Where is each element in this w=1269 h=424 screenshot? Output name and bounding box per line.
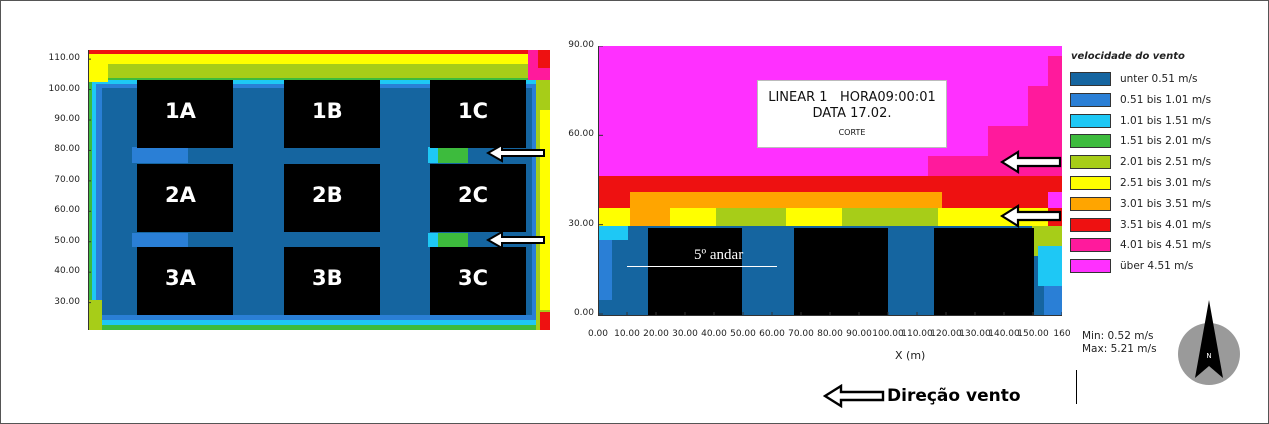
legend-label: 4.01 bis 4.51 m/s — [1120, 239, 1212, 252]
floor-label: 5º andar — [694, 247, 744, 263]
section-x-tick-label: 10.00 — [614, 329, 640, 339]
building-block — [137, 80, 233, 148]
wind-direction-label: Direção vento — [887, 386, 1021, 406]
info-line-3: CORTE — [838, 128, 866, 137]
plan-y-tick-label: 100.00 — [48, 83, 81, 94]
section-x-tick-label: 100.00 — [872, 329, 904, 339]
legend-swatch — [1070, 72, 1111, 86]
section-y-tick-label: 90.00 — [568, 40, 594, 50]
building-block — [284, 247, 380, 315]
building-label: 3B — [312, 266, 343, 290]
legend-label: 2.51 bis 3.01 m/s — [1120, 177, 1212, 189]
north-compass-icon: N — [1178, 300, 1240, 385]
building-block — [430, 247, 526, 315]
section-x-tick-label: 20.00 — [643, 329, 669, 339]
building-block — [284, 164, 380, 232]
building-label: 2C — [458, 183, 489, 207]
section-x-axis-label: X (m) — [895, 349, 926, 362]
legend-label: unter 0.51 m/s — [1120, 73, 1198, 85]
building-label: 2B — [312, 183, 343, 207]
legend-swatch — [1070, 176, 1111, 190]
legend-swatch — [1070, 155, 1111, 170]
building-block — [430, 164, 526, 232]
legend-label: 0.51 bis 1.01 m/s — [1120, 93, 1212, 106]
compass-n-label: N — [1206, 352, 1211, 360]
wind-direction-arrow-icon — [823, 384, 885, 408]
divider-line — [1076, 370, 1077, 404]
section-x-tick-label: 160 — [1053, 329, 1071, 339]
building-block — [137, 247, 233, 315]
building-block — [430, 80, 526, 148]
legend-label: 1.51 bis 2.01 m/s — [1120, 135, 1212, 148]
plan-y-tick-label: 110.00 — [48, 53, 81, 64]
legend-swatch — [1070, 113, 1111, 128]
plan-y-tick-label: 30.00 — [54, 296, 80, 307]
section-x-tick-label: 60.00 — [759, 329, 785, 339]
wind-arrow-lower-plan — [486, 230, 545, 250]
section-x-tick-label: 110.00 — [901, 329, 933, 339]
section-x-tick-label: 70.00 — [788, 329, 814, 339]
wind-arrow-lower-section — [1000, 204, 1062, 228]
section-x-tick-label: 120.00 — [930, 329, 962, 339]
plan-y-tick-label: 90.00 — [54, 114, 80, 124]
legend-label: über 4.51 m/s — [1120, 260, 1194, 273]
legend-swatch — [1070, 134, 1111, 149]
stats-min: Min: 0.52 m/s — [1082, 330, 1154, 342]
section-x-tick-label: 40.00 — [701, 329, 727, 339]
section-heatmap — [598, 46, 1062, 316]
wind-arrow-upper-section — [1000, 150, 1062, 174]
section-x-tick-label: 140.00 — [988, 329, 1020, 339]
legend-label: 3.01 bis 3.51 m/s — [1120, 197, 1212, 210]
section-info-box: LINEAR 1 HORA09:00:01 DATA 17.02. CORTE — [757, 80, 947, 148]
info-line-2: DATA 17.02. — [812, 106, 892, 121]
legend-title: velocidade do vento — [1071, 51, 1185, 62]
plan-y-tick-label: 40.00 — [54, 266, 80, 277]
plan-y-tick-label: 80.00 — [54, 144, 80, 155]
plan-y-tick-label: 60.00 — [54, 205, 80, 216]
section-x-tick-label: 90.00 — [846, 329, 872, 339]
building-block — [137, 164, 233, 232]
plan-y-tick-label: 50.00 — [54, 235, 80, 246]
section-y-tick-label: 0.00 — [573, 308, 594, 318]
building-label: 1A — [165, 99, 196, 123]
plan-y-tick-label: 70.00 — [54, 174, 80, 185]
legend-swatch — [1070, 217, 1111, 232]
section-x-tick-label: 50.00 — [730, 329, 756, 339]
floor-marker-line — [627, 266, 777, 267]
legend-label: 1.01 bis 1.51 m/s — [1120, 114, 1212, 127]
section-x-tick-label: 0.00 — [587, 329, 609, 339]
building-label: 1B — [312, 99, 343, 123]
building-block — [284, 80, 380, 148]
legend-swatch — [1070, 92, 1111, 107]
section-x-tick-label: 150.00 — [1017, 329, 1049, 339]
section-x-tick-label: 80.00 — [817, 329, 843, 339]
legend-swatch — [1070, 196, 1111, 211]
legend-swatch — [1070, 238, 1111, 253]
building-label: 1C — [458, 99, 489, 123]
wind-arrow-upper-plan — [486, 143, 545, 163]
info-line-1: LINEAR 1 HORA09:00:01 — [768, 90, 936, 105]
building-label: 3C — [458, 266, 489, 290]
legend-label: 3.51 bis 4.01 m/s — [1120, 218, 1212, 231]
stats: Min: 0.52 m/s Max: 5.21 m/s — [1082, 330, 1157, 356]
legend-swatch — [1070, 259, 1111, 274]
section-x-tick-label: 130.00 — [959, 329, 991, 339]
building-label: 2A — [165, 183, 196, 207]
section-y-tick-label: 30.00 — [568, 218, 594, 229]
legend-label: 2.01 bis 2.51 m/s — [1120, 156, 1212, 169]
building-label: 3A — [165, 266, 196, 290]
stats-max: Max: 5.21 m/s — [1082, 343, 1157, 355]
section-y-tick-label: 60.00 — [568, 129, 594, 140]
section-x-tick-label: 30.00 — [672, 329, 698, 339]
